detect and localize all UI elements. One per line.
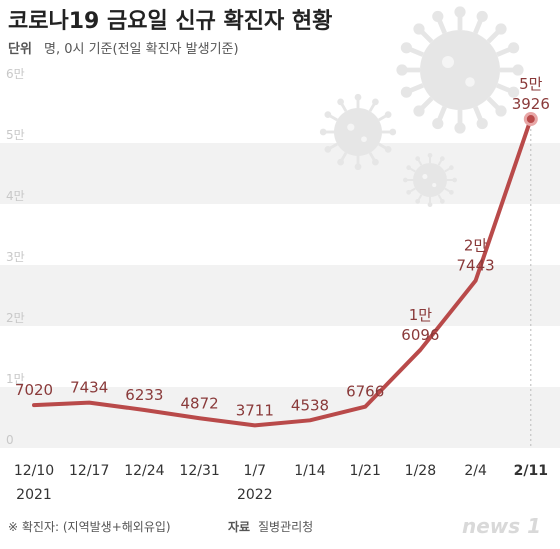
y-tick-label: 0 xyxy=(6,433,14,447)
x-axis: 12/10 12/17 12/24 12/31 1/7 1/14 1/21 1/28 2/4 2/… xyxy=(14,463,548,503)
chart-title: 코로나19 금요일 신규 확진자 현황 xyxy=(8,9,332,34)
year-label: 2021 xyxy=(16,487,52,503)
y-tick-label: 1만 xyxy=(6,372,25,386)
data-label: 6096 xyxy=(401,326,439,344)
y-tick-label: 3만 xyxy=(6,250,25,264)
x-tick-label: 12/17 xyxy=(69,463,109,479)
x-tick-label: 12/31 xyxy=(179,463,219,479)
y-tick-label: 4만 xyxy=(6,189,25,203)
virus-icon xyxy=(396,6,524,134)
data-label: 6766 xyxy=(346,383,384,401)
year-label: 2022 xyxy=(237,487,273,503)
data-label: 7020 xyxy=(15,381,53,399)
x-tick-label: 12/10 xyxy=(14,463,54,479)
footer-note: ※ 확진자: (지역발생+해외유입) xyxy=(8,520,171,534)
y-tick-label: 2만 xyxy=(6,311,25,325)
x-tick-label: 1/21 xyxy=(349,463,380,479)
unit-text: 명, 0시 기준(전일 확진자 발생기준) xyxy=(44,42,239,57)
data-label: 7434 xyxy=(70,379,108,397)
data-label: 1만 xyxy=(409,306,433,324)
grid-band xyxy=(0,143,560,204)
x-tick-label: 2/4 xyxy=(464,463,487,479)
source-text: 질병관리청 xyxy=(258,520,313,534)
y-tick-label: 6만 xyxy=(6,67,25,81)
unit-prefix: 단위 xyxy=(8,41,32,57)
virus-icon xyxy=(402,152,458,208)
data-label: 7443 xyxy=(457,257,495,275)
data-label: 6233 xyxy=(125,386,163,404)
y-tick-label: 5만 xyxy=(6,128,25,142)
x-tick-label: 12/24 xyxy=(124,463,164,479)
data-label: 2만 xyxy=(464,237,488,255)
x-tick-label: 1/7 xyxy=(244,463,267,479)
grid-band xyxy=(0,265,560,326)
background-bands xyxy=(0,143,560,448)
grid-band xyxy=(0,387,560,448)
data-point xyxy=(526,115,535,124)
virus-icon xyxy=(319,93,397,171)
data-label: 3711 xyxy=(236,401,274,419)
series-line xyxy=(32,117,533,428)
data-label: 3926 xyxy=(512,95,550,113)
virus-decorations xyxy=(319,6,524,208)
news1-logo: news 1 xyxy=(462,514,541,538)
data-label: 4872 xyxy=(181,394,219,412)
data-label: 4538 xyxy=(291,396,329,414)
data-label: 5만 xyxy=(519,75,543,93)
source-label: 자료 xyxy=(228,519,250,534)
y-axis: 0 1만 2만 3만 4만 5만 6만 xyxy=(6,67,25,447)
series-layer: 7020 7434 6233 4872 3711 4538 6766 1만 6096 2만 7443… xyxy=(15,75,550,448)
x-tick-label: 2/11 xyxy=(514,463,548,479)
x-tick-label: 1/14 xyxy=(294,463,326,479)
x-tick-label: 1/28 xyxy=(405,463,436,479)
